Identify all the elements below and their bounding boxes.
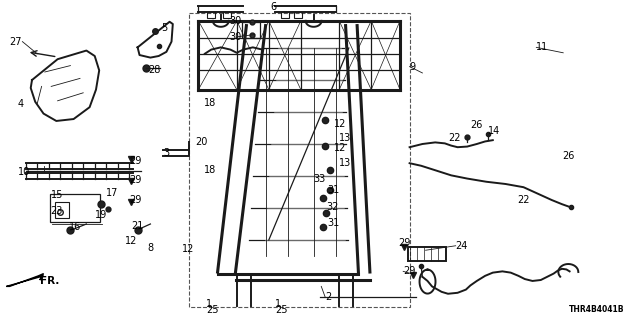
Text: 25: 25 (206, 305, 219, 315)
Text: 23: 23 (50, 205, 62, 216)
Text: 26: 26 (562, 151, 574, 161)
Text: 19: 19 (95, 210, 107, 220)
Text: 22: 22 (448, 133, 461, 143)
Text: 18: 18 (204, 98, 216, 108)
Text: 27: 27 (10, 36, 22, 47)
Bar (223, 12, 231, 18)
Text: 6: 6 (270, 2, 276, 12)
Text: 12: 12 (334, 143, 346, 153)
Text: 14: 14 (488, 125, 500, 136)
Text: FR.: FR. (40, 276, 59, 286)
Text: 32: 32 (326, 202, 339, 212)
Text: 1: 1 (206, 299, 212, 309)
Text: 3: 3 (163, 148, 170, 158)
Text: 29: 29 (129, 156, 141, 166)
Text: 5: 5 (161, 23, 168, 33)
Text: 18: 18 (204, 165, 216, 175)
Text: 17: 17 (106, 188, 118, 198)
Text: 2: 2 (325, 292, 332, 302)
Text: 20: 20 (195, 137, 207, 148)
Text: 8: 8 (147, 243, 154, 253)
Polygon shape (6, 274, 44, 286)
Text: 10: 10 (18, 167, 30, 177)
Text: 13: 13 (339, 157, 351, 168)
Text: 31: 31 (328, 218, 340, 228)
Text: 30: 30 (229, 16, 241, 26)
Text: 21: 21 (131, 220, 143, 231)
Text: 33: 33 (314, 173, 326, 184)
Text: 16: 16 (69, 222, 81, 232)
Bar (51, 194, 100, 222)
Text: THR4B4041B: THR4B4041B (568, 305, 624, 314)
Text: 25: 25 (275, 305, 288, 315)
Text: 22: 22 (517, 195, 530, 205)
Bar (207, 12, 215, 18)
Text: 12: 12 (125, 236, 137, 246)
Text: 4: 4 (18, 99, 24, 109)
Text: 29: 29 (129, 195, 141, 205)
Text: 24: 24 (456, 241, 468, 251)
Bar (408, 247, 445, 261)
Text: 29: 29 (129, 175, 141, 185)
Text: 29: 29 (403, 266, 415, 276)
Bar (294, 12, 301, 18)
Text: 9: 9 (410, 61, 416, 72)
Bar (242, 22, 260, 38)
Text: 29: 29 (398, 237, 410, 248)
Bar (55, 202, 69, 218)
Text: 30: 30 (229, 32, 241, 42)
Text: 12: 12 (334, 119, 346, 129)
Text: 12: 12 (182, 244, 195, 254)
Bar (281, 12, 289, 18)
Text: 28: 28 (148, 65, 161, 75)
Text: 11: 11 (536, 42, 548, 52)
Text: 13: 13 (339, 133, 351, 143)
Text: 1: 1 (275, 299, 282, 309)
Text: 26: 26 (470, 120, 483, 130)
Text: 15: 15 (51, 189, 63, 200)
Text: 31: 31 (328, 185, 340, 196)
